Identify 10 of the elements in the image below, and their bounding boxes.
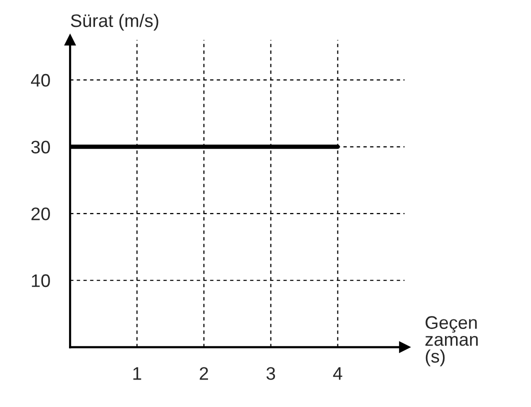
y-tick-label: 10: [32, 274, 50, 288]
y-tick-label: 30: [31, 140, 50, 154]
y-tick-label: 40: [30, 74, 50, 87]
x-tick-label: 2: [200, 367, 208, 380]
y-axis-title: Sürat (m/s): [70, 14, 158, 31]
y-tick-label: 20: [31, 208, 50, 220]
x-tick-label: 3: [266, 367, 276, 380]
x-axis-title: Geçen zaman (s): [425, 316, 478, 366]
x-tick-label: 1: [133, 367, 142, 380]
x-tick-label: 4: [333, 367, 342, 380]
